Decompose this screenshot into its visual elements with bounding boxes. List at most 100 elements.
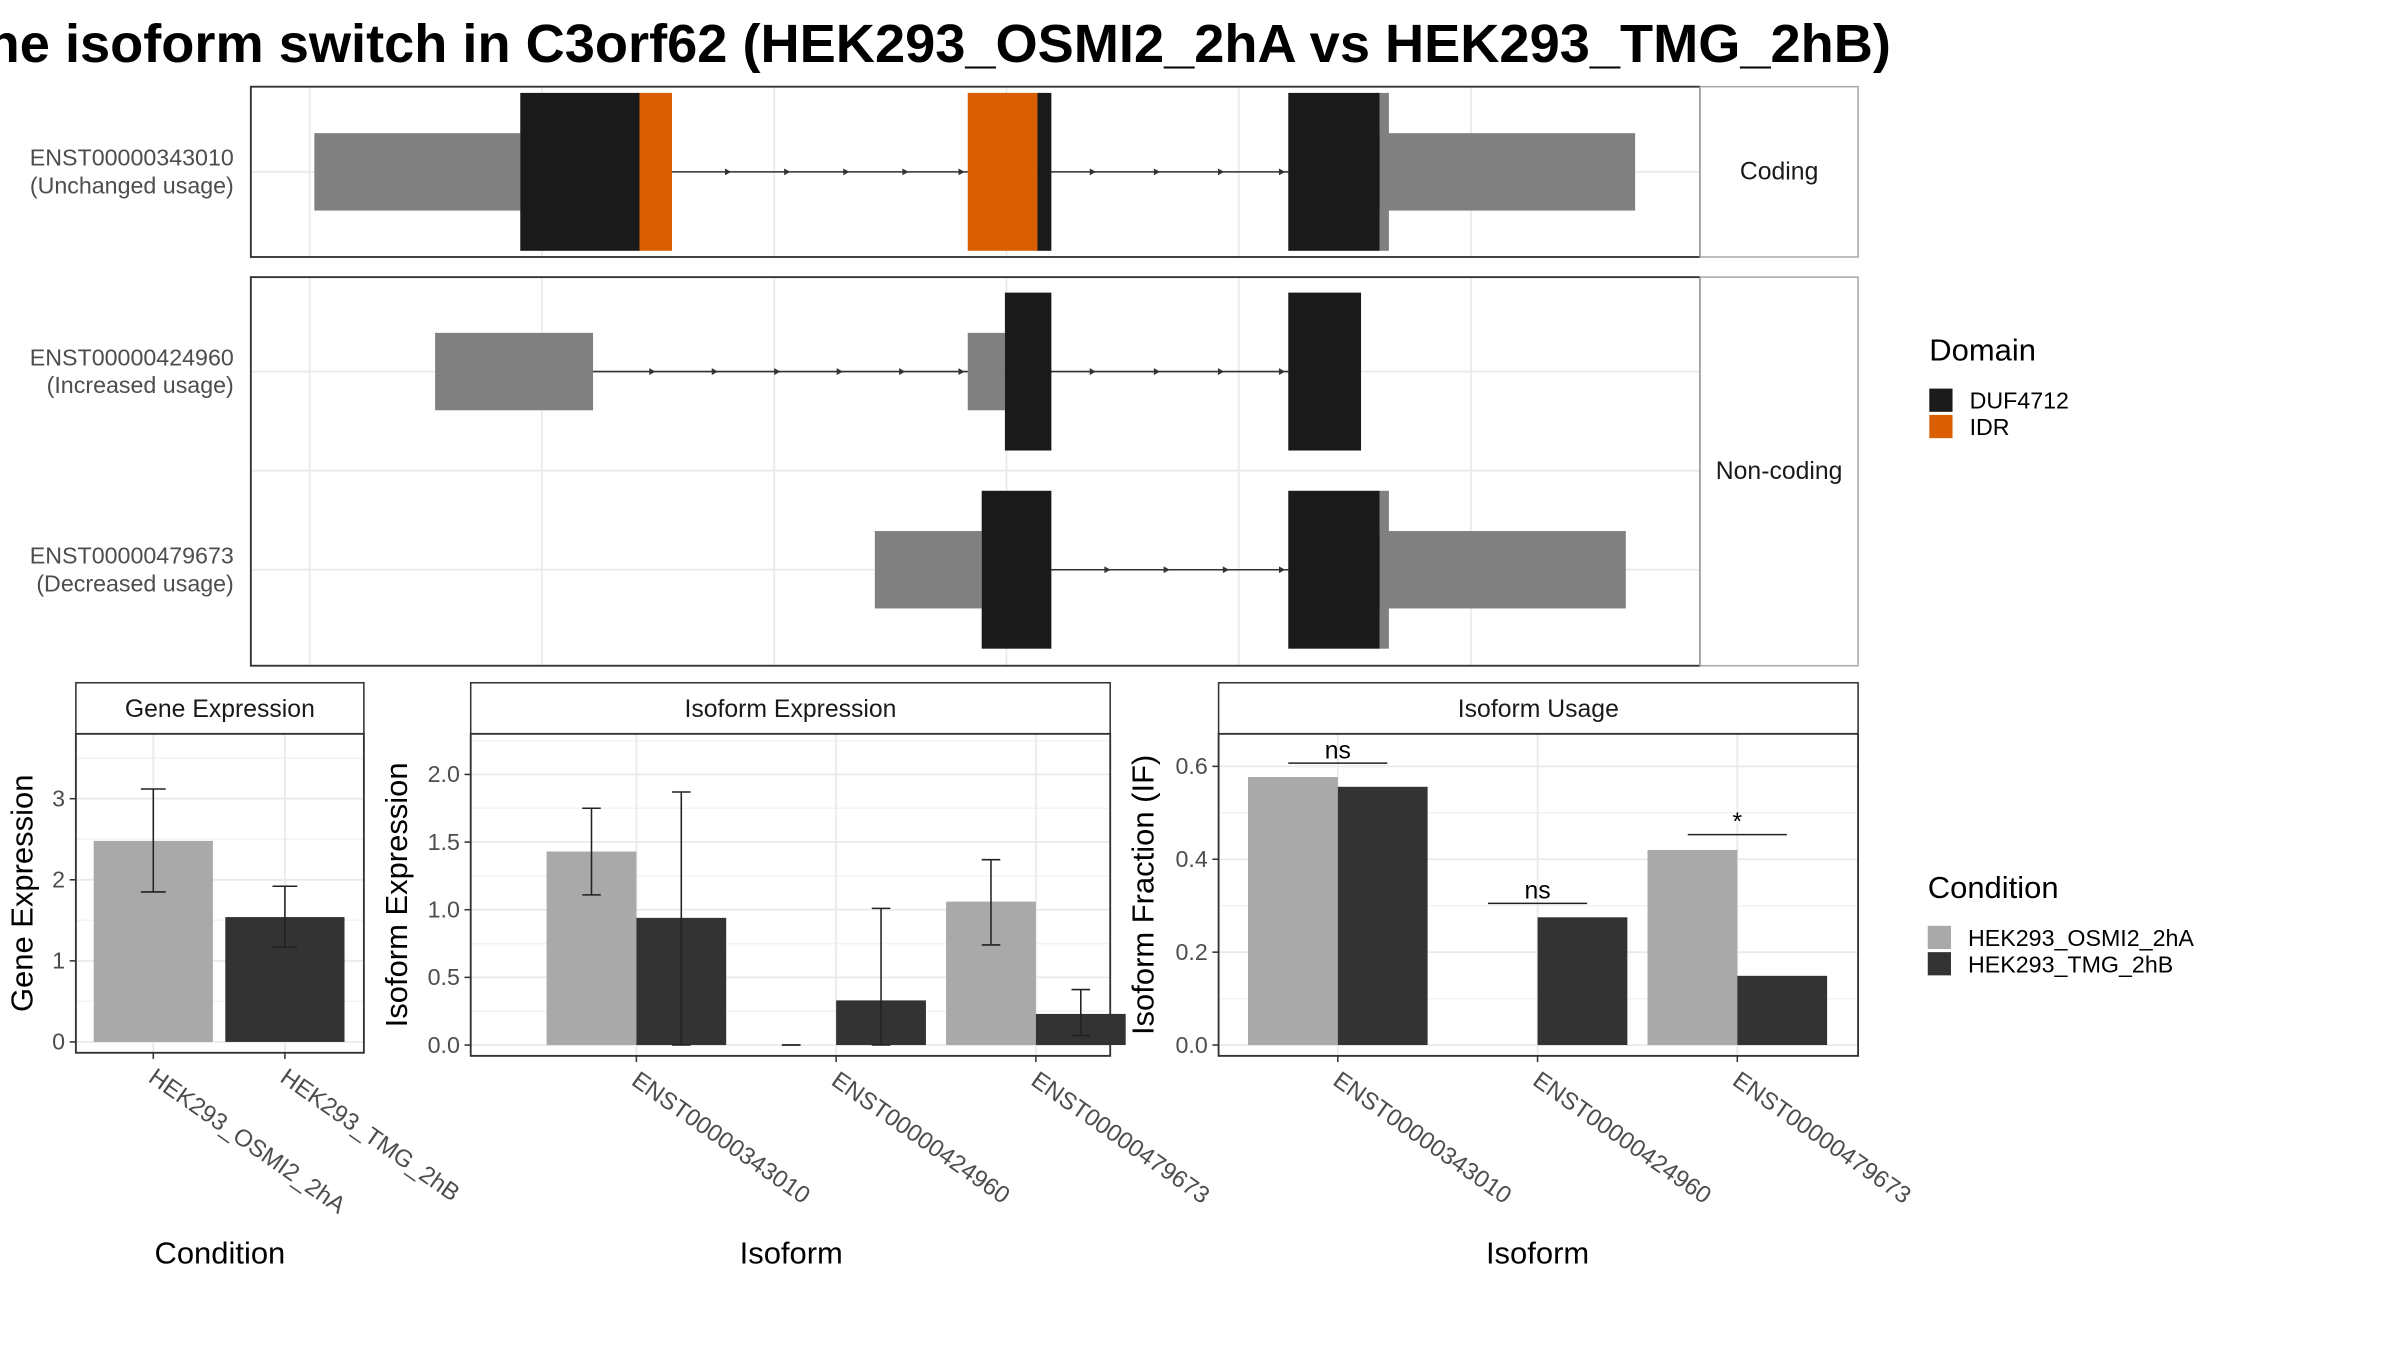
intron-arrow — [958, 368, 965, 375]
intron-arrow — [1278, 168, 1286, 176]
duf4712-domain-block — [1288, 292, 1362, 451]
domain-legend-swatch — [1929, 388, 1953, 412]
transcript-usage-label: (Decreased usage) — [36, 570, 233, 596]
facet-label: Coding — [1740, 159, 1818, 186]
bar-ENST00000343010-HEK293_OSMI2_2hA — [1248, 777, 1338, 1046]
intron-arrow — [1217, 368, 1225, 375]
bar-ENST00000479673-HEK293_TMG_2hB — [1737, 975, 1828, 1046]
x-tick-label: ENST00000343010 — [1328, 1067, 1516, 1210]
y-tick-label: 0.0 — [1175, 1032, 1207, 1058]
x-tick-label: ENST00000424960 — [827, 1067, 1015, 1210]
duf4712-domain-block — [1037, 92, 1052, 251]
y-tick-label: 0.5 — [428, 964, 460, 990]
y-tick-label: 1 — [52, 948, 65, 974]
facet-strip — [1699, 85, 1859, 258]
condition-legend-item-label: HEK293_OSMI2_2hA — [1968, 925, 2194, 951]
intron-arrow — [1222, 566, 1230, 574]
chart-strip — [75, 681, 365, 735]
intron-arrow — [958, 168, 965, 176]
y-tick-label: 3 — [52, 785, 65, 811]
y-tick-label: 0.2 — [1175, 939, 1207, 965]
chart-panel-border — [469, 732, 1112, 1057]
intron-arrow — [711, 368, 718, 375]
domain-legend-title: Domain — [1929, 333, 2036, 368]
utr-block — [435, 332, 594, 411]
chart-strip — [1217, 681, 1859, 735]
x-axis-title: Isoform — [740, 1235, 843, 1270]
bar-ENST00000343010-HEK293_TMG_2hB — [1337, 786, 1428, 1046]
domain-legend-item-label: DUF4712 — [1970, 388, 2069, 414]
idr-domain-block — [967, 92, 1038, 251]
intron-arrow — [1163, 566, 1170, 574]
domain-legend-swatch — [1929, 414, 1953, 439]
utr-block — [1379, 133, 1636, 211]
utr-block — [967, 332, 1005, 411]
chart-3: Isoform Usage ns ns * 0.0 0.2 0.4 0.6 ENST000003… — [1126, 681, 1916, 1270]
intron-arrow — [649, 368, 656, 375]
intron-arrow — [774, 368, 781, 375]
y-tick-label: 1.0 — [428, 896, 460, 922]
utr-block — [874, 531, 982, 609]
transcript-usage-label: (Unchanged usage) — [30, 173, 234, 199]
condition-legend-title: Condition — [1928, 870, 2059, 905]
transcript-id-label: ENST00000343010 — [30, 145, 234, 171]
y-tick-label: 2 — [52, 867, 65, 893]
x-tick-label: ENST00000479673 — [1026, 1067, 1214, 1210]
y-tick-label: 0 — [52, 1029, 65, 1055]
chart-panel-border — [74, 732, 365, 1054]
figure-title: The isoform switch in C3orf62 (HEK293_OS… — [0, 14, 1891, 74]
x-tick-label: ENST00000343010 — [627, 1067, 815, 1210]
duf4712-domain-block — [1288, 92, 1380, 251]
intron-arrow — [1217, 168, 1225, 176]
condition-legend-item-label: HEK293_TMG_2hB — [1968, 951, 2173, 977]
y-tick-label: 0.4 — [1175, 846, 1207, 872]
domain-legend-item-label: IDR — [1970, 414, 2010, 440]
x-tick-label: ENST00000424960 — [1528, 1067, 1716, 1210]
chart-title: Isoform Usage — [1458, 696, 1619, 723]
condition-legend-swatch — [1927, 925, 1951, 950]
x-tick-label: ENST00000479673 — [1728, 1067, 1916, 1210]
y-axis-title: Isoform Fraction (IF) — [1126, 755, 1161, 1035]
transcript-id-label: ENST00000479673 — [30, 543, 234, 569]
chart-title: Gene Expression — [125, 696, 315, 723]
condition-legend-swatch — [1927, 952, 1951, 976]
bar-ENST00000424960-HEK293_TMG_2hB — [1537, 917, 1628, 1046]
idr-domain-block — [639, 92, 673, 251]
utr-sliver — [1379, 490, 1389, 649]
y-tick-label: 1.5 — [428, 829, 460, 855]
facet-label: Non-coding — [1716, 458, 1843, 485]
intron-arrow — [1153, 368, 1161, 375]
significance-label: * — [1732, 809, 1742, 836]
intron-arrow — [836, 368, 843, 375]
x-axis-title: Condition — [154, 1235, 285, 1270]
intron-arrow — [784, 168, 791, 176]
y-tick-label: 2.0 — [428, 761, 460, 787]
significance-label: ns — [1524, 878, 1550, 905]
chart-strip — [469, 681, 1111, 735]
significance-label: ns — [1325, 737, 1351, 764]
intron-arrow — [1278, 368, 1286, 375]
y-axis-title: Gene Expression — [5, 775, 40, 1012]
intron-arrow — [1153, 168, 1161, 176]
utr-block — [1379, 531, 1626, 609]
y-tick-label: 0.6 — [1175, 753, 1207, 779]
intron-arrow — [1089, 168, 1096, 176]
duf4712-domain-block — [981, 490, 1052, 649]
intron-arrow — [899, 368, 906, 375]
y-axis-title: Isoform Expression — [379, 762, 414, 1027]
transcript-ENST00000343010 — [314, 92, 1636, 251]
x-axis-title: Isoform — [1486, 1235, 1589, 1270]
transcript-ENST00000424960 — [435, 292, 1362, 451]
chart-2: Isoform Expression 0.0 0.5 1.0 1.5 2.0 ENST000… — [379, 681, 1214, 1270]
duf4712-domain-block — [1288, 490, 1380, 649]
facet-strip — [1699, 276, 1859, 667]
intron-arrow — [1104, 566, 1111, 574]
utr-block — [314, 133, 521, 211]
transcript-usage-label: (Increased usage) — [47, 372, 234, 398]
y-tick-label: 0.0 — [428, 1032, 460, 1058]
bar-ENST00000479673-HEK293_OSMI2_2hA — [1647, 849, 1738, 1046]
intron-arrow — [843, 168, 850, 176]
